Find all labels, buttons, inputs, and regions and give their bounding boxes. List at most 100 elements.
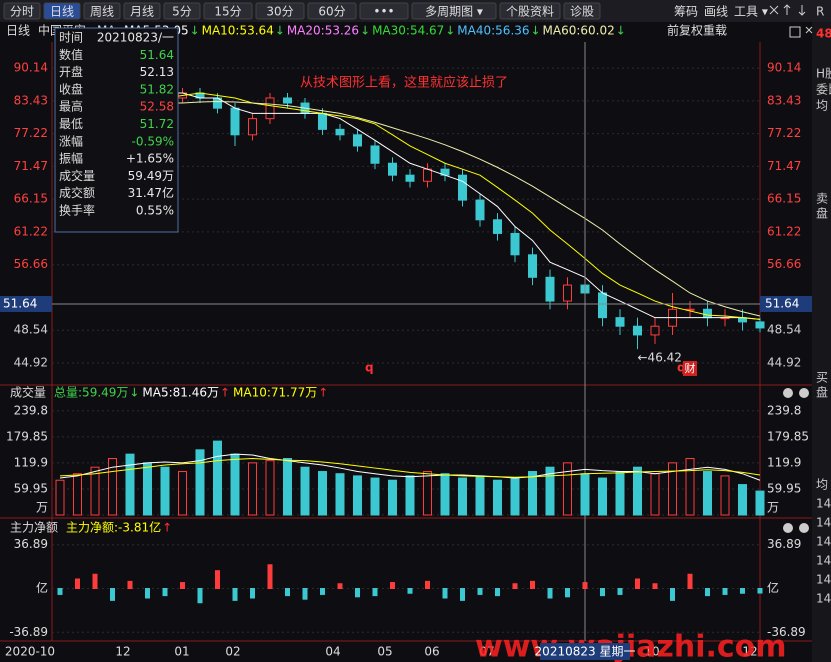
toolbar-label[interactable]: 个股资料 [506,5,554,19]
bar [267,564,273,589]
window-icons[interactable] [769,4,806,16]
tooltip-value: +1.65% [126,152,174,166]
candle-body [230,107,240,136]
y-tick-label: 83.43 [767,93,801,107]
y-tick-label: 万 [36,501,48,515]
bar [180,582,185,589]
side-label: 买 [816,371,828,385]
y-tick-label: 77.22 [767,126,801,140]
panel-arrow: ↓ [129,386,139,400]
toolbar-button[interactable] [563,2,601,20]
info-right[interactable]: 前复权 [667,23,703,38]
ma-arrow: ↓ [445,24,455,38]
ma-legend: MA40:56.36 [457,24,529,38]
bar [633,466,642,516]
toolbar-label[interactable]: 30分 [266,5,293,19]
toolbar-label[interactable]: 工具 ▾ [734,5,768,19]
toolbar-button[interactable] [307,2,357,20]
toolbar-button[interactable] [255,2,305,20]
bar [722,588,728,595]
toolbar-label[interactable]: 周线 [90,5,114,19]
toolbar-button[interactable] [203,2,253,20]
toolbar-button[interactable] [411,2,497,20]
toolbar-label[interactable]: 15分 [214,5,241,19]
bar [458,477,467,516]
toolbar-label[interactable]: 筹码 [674,5,698,19]
side-label: 均 [816,99,828,113]
side-label: 均 [816,478,828,492]
tooltip-label: 时间 [59,31,83,45]
bar [652,583,658,589]
toolbar-label[interactable]: 诊股 [570,5,594,19]
toolbar-button[interactable] [43,2,81,20]
x-tick-label: 02 [225,645,240,659]
y-tick-label: 36.89 [767,537,801,551]
crosshair-label-bg [760,295,812,312]
toolbar-button[interactable] [359,2,409,20]
x-tick-label: 10 [644,645,659,659]
tooltip-label: 振幅 [59,151,83,166]
x-tick-label: 12 [742,645,757,659]
y-tick-label: 239.8 [14,403,48,417]
bar [195,449,205,516]
toolbar-label[interactable]: 月线 [130,5,154,19]
settings-icon[interactable] [799,523,809,533]
candle-body [703,308,712,319]
panel-icons[interactable] [789,26,813,38]
tooltip-value: 51.72 [140,117,174,131]
toolbar-button[interactable] [499,2,561,20]
close-icon[interactable] [783,388,793,398]
toolbar-button[interactable] [123,2,161,20]
panel-arrow: ↑ [318,386,328,400]
side-label: R [816,5,824,19]
bar [757,588,763,594]
candle-body [493,219,502,234]
toolbar-label[interactable]: 分时 [10,5,34,19]
crosshair-label-bg [0,295,52,312]
side-label: 14 [816,516,831,530]
bar [460,588,465,601]
toolbar-label[interactable]: ••• [373,5,394,19]
crosshair-date: 20210823 星期一 [535,645,636,659]
tooltip-value: 59.49万 [128,169,174,183]
tooltip-label: 成交额 [59,185,95,200]
toolbar-label[interactable]: 日线 [50,5,74,19]
candle-body [475,199,485,221]
toolbar-label[interactable]: 画线 [704,5,728,19]
bar [565,588,570,598]
tooltip-label: 收盘 [59,81,83,96]
candle-body [353,134,362,147]
bar [442,588,448,599]
toolbar-button[interactable] [3,2,41,20]
bar [668,462,677,516]
bar [110,588,115,601]
bar [635,578,640,589]
tooltip-value: 20210823/一 [97,31,174,45]
y-tick-label: -36.89 [767,625,806,639]
toolbar-label[interactable]: 多周期图 ▾ [425,5,483,19]
side-panel [812,22,831,662]
toolbar-label[interactable]: 60分 [318,5,345,19]
settings-icon[interactable] [799,388,809,398]
tooltip-label: 成交量 [59,168,95,183]
y-tick-label: 83.43 [14,93,48,107]
candle-body [405,174,415,182]
tooltip [54,27,179,233]
toolbar-label[interactable]: 5分 [172,5,192,19]
toolbar-button[interactable] [83,2,121,20]
candle-body [528,254,537,278]
close-icon[interactable] [783,523,793,533]
bar [547,588,553,599]
bar [127,580,133,589]
info-right[interactable]: 重载 [703,24,727,38]
bar [738,484,747,516]
y-tick-label: 66.15 [767,192,801,206]
x-tick-label: 2020-10 [5,645,55,659]
candle-body [633,325,642,336]
bar [125,453,135,516]
y-tick-label: 71.47 [767,159,801,173]
ma-arrow: ↓ [360,24,370,38]
bar [265,460,275,516]
bar [687,573,693,589]
toolbar-button[interactable] [163,2,201,20]
